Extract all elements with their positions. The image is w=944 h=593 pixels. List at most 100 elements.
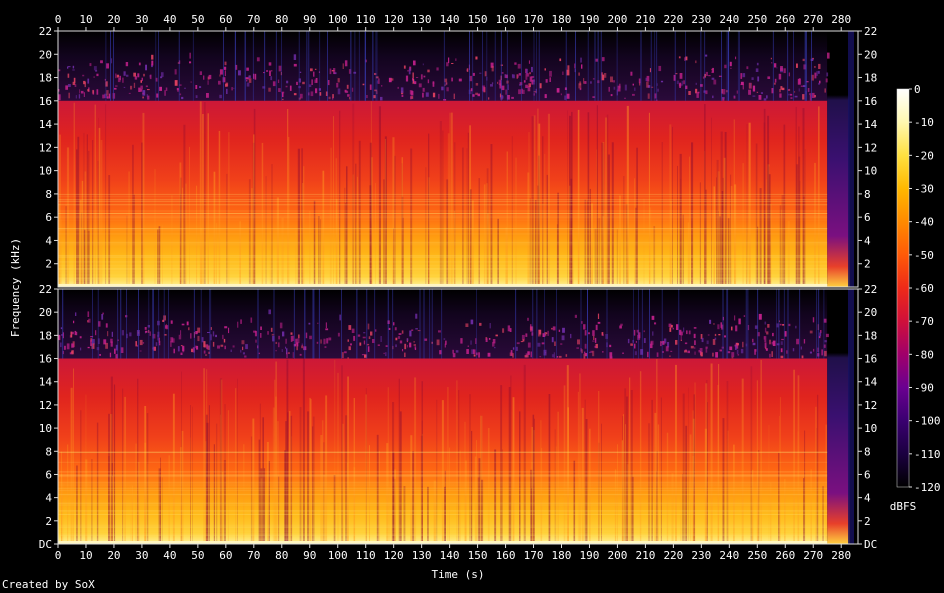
spectral-band bbox=[58, 256, 828, 258]
high-frequency-fragment bbox=[311, 79, 313, 85]
high-frequency-fragment bbox=[700, 334, 703, 340]
spectral-streak bbox=[621, 440, 623, 544]
spectral-streak bbox=[272, 407, 275, 544]
spectral-streak bbox=[616, 229, 618, 287]
high-frequency-fragment bbox=[327, 80, 330, 86]
spectral-streak bbox=[235, 388, 237, 544]
high-frequency-fragment bbox=[680, 331, 683, 336]
high-frequency-fragment bbox=[147, 325, 150, 328]
high-frequency-fragment bbox=[538, 329, 542, 335]
spectral-streak bbox=[436, 399, 438, 544]
high-frequency-fragment bbox=[651, 315, 655, 320]
high-frequency-fragment bbox=[91, 343, 95, 349]
high-frequency-fragment bbox=[539, 83, 542, 89]
high-frequency-fragment bbox=[509, 328, 512, 332]
high-frequency-fragment bbox=[139, 350, 142, 352]
high-frequency-fragment bbox=[173, 348, 175, 354]
spectral-band bbox=[58, 277, 828, 279]
high-frequency-fragment bbox=[551, 337, 554, 343]
spectral-streak bbox=[605, 117, 607, 287]
high-frequency-fragment bbox=[171, 338, 175, 343]
spectral-streak bbox=[598, 218, 601, 287]
spectral-streak bbox=[291, 436, 293, 544]
transient-line bbox=[275, 31, 277, 101]
spectral-streak bbox=[265, 176, 267, 287]
transient-line bbox=[661, 289, 663, 359]
high-frequency-fragment bbox=[475, 92, 478, 95]
high-frequency-fragment bbox=[75, 312, 77, 316]
high-frequency-fragment bbox=[165, 325, 168, 329]
high-frequency-fragment bbox=[745, 343, 748, 347]
y-tick-label-left: 4 bbox=[45, 492, 52, 505]
spectral-streak bbox=[180, 177, 182, 287]
spectral-streak bbox=[161, 477, 163, 544]
high-frequency-fragment bbox=[560, 93, 562, 96]
high-frequency-fragment bbox=[558, 329, 561, 332]
spectral-streak bbox=[506, 151, 508, 287]
spectral-streak bbox=[449, 112, 451, 287]
spectral-streak bbox=[601, 423, 602, 544]
high-frequency-fragment bbox=[337, 78, 340, 83]
spectral-streak bbox=[680, 178, 682, 287]
high-frequency-fragment bbox=[827, 52, 830, 59]
spectral-streak bbox=[688, 387, 689, 544]
high-frequency-fragment bbox=[115, 73, 117, 79]
high-frequency-fragment bbox=[208, 74, 212, 80]
transient-line bbox=[441, 289, 443, 359]
transient-line bbox=[364, 31, 366, 101]
high-frequency-fragment bbox=[733, 95, 735, 97]
high-frequency-fragment bbox=[581, 321, 583, 324]
spectral-streak bbox=[433, 480, 436, 544]
high-frequency-fragment bbox=[532, 79, 536, 85]
spectral-streak bbox=[756, 380, 758, 544]
high-frequency-fragment bbox=[240, 349, 242, 353]
high-frequency-fragment bbox=[495, 334, 498, 337]
high-frequency-fragment bbox=[765, 346, 767, 350]
spectral-streak bbox=[453, 142, 456, 287]
spectral-streak bbox=[284, 450, 287, 544]
high-frequency-fragment bbox=[446, 62, 449, 67]
colorbar-tick-label: -50 bbox=[914, 249, 934, 262]
transient-line bbox=[158, 31, 159, 101]
high-frequency-fragment bbox=[270, 327, 273, 332]
spectral-streak bbox=[358, 140, 361, 287]
spectral-streak bbox=[287, 412, 289, 544]
high-frequency-fragment bbox=[752, 342, 756, 346]
high-frequency-fragment bbox=[757, 332, 760, 337]
high-frequency-fragment bbox=[694, 340, 696, 345]
high-frequency-fragment bbox=[315, 78, 318, 83]
transient-line bbox=[358, 31, 360, 101]
spectral-streak bbox=[606, 114, 609, 287]
spectral-streak bbox=[421, 381, 423, 544]
high-frequency-fragment bbox=[235, 64, 238, 70]
spectral-streak bbox=[427, 177, 430, 287]
high-frequency-fragment bbox=[186, 321, 189, 326]
high-frequency-fragment bbox=[380, 336, 382, 342]
high-frequency-fragment bbox=[482, 85, 485, 92]
high-frequency-fragment bbox=[551, 354, 555, 358]
high-frequency-fragment bbox=[415, 313, 418, 319]
high-frequency-fragment bbox=[809, 94, 812, 101]
spectral-streak bbox=[216, 423, 218, 544]
spectral-streak bbox=[79, 199, 82, 287]
high-frequency-fragment bbox=[475, 83, 479, 86]
high-frequency-fragment bbox=[254, 73, 257, 80]
transient-line bbox=[641, 289, 643, 359]
spectral-streak bbox=[190, 437, 191, 544]
transient-line bbox=[726, 31, 728, 101]
high-frequency-fragment bbox=[178, 334, 182, 340]
high-frequency-fragment bbox=[87, 89, 90, 92]
transient-line bbox=[544, 289, 545, 359]
high-frequency-fragment bbox=[222, 77, 226, 83]
spectral-streak bbox=[816, 428, 818, 544]
spectral-streak bbox=[529, 198, 531, 287]
high-frequency-fragment bbox=[638, 78, 641, 84]
spectral-streak bbox=[394, 469, 396, 544]
high-frequency-fragment bbox=[87, 78, 90, 84]
high-frequency-fragment bbox=[370, 331, 373, 336]
high-frequency-fragment bbox=[807, 88, 810, 92]
spectral-streak bbox=[251, 188, 253, 287]
y-tick-label-right: 10 bbox=[864, 422, 877, 435]
high-frequency-fragment bbox=[353, 71, 357, 74]
high-frequency-fragment bbox=[685, 56, 688, 61]
